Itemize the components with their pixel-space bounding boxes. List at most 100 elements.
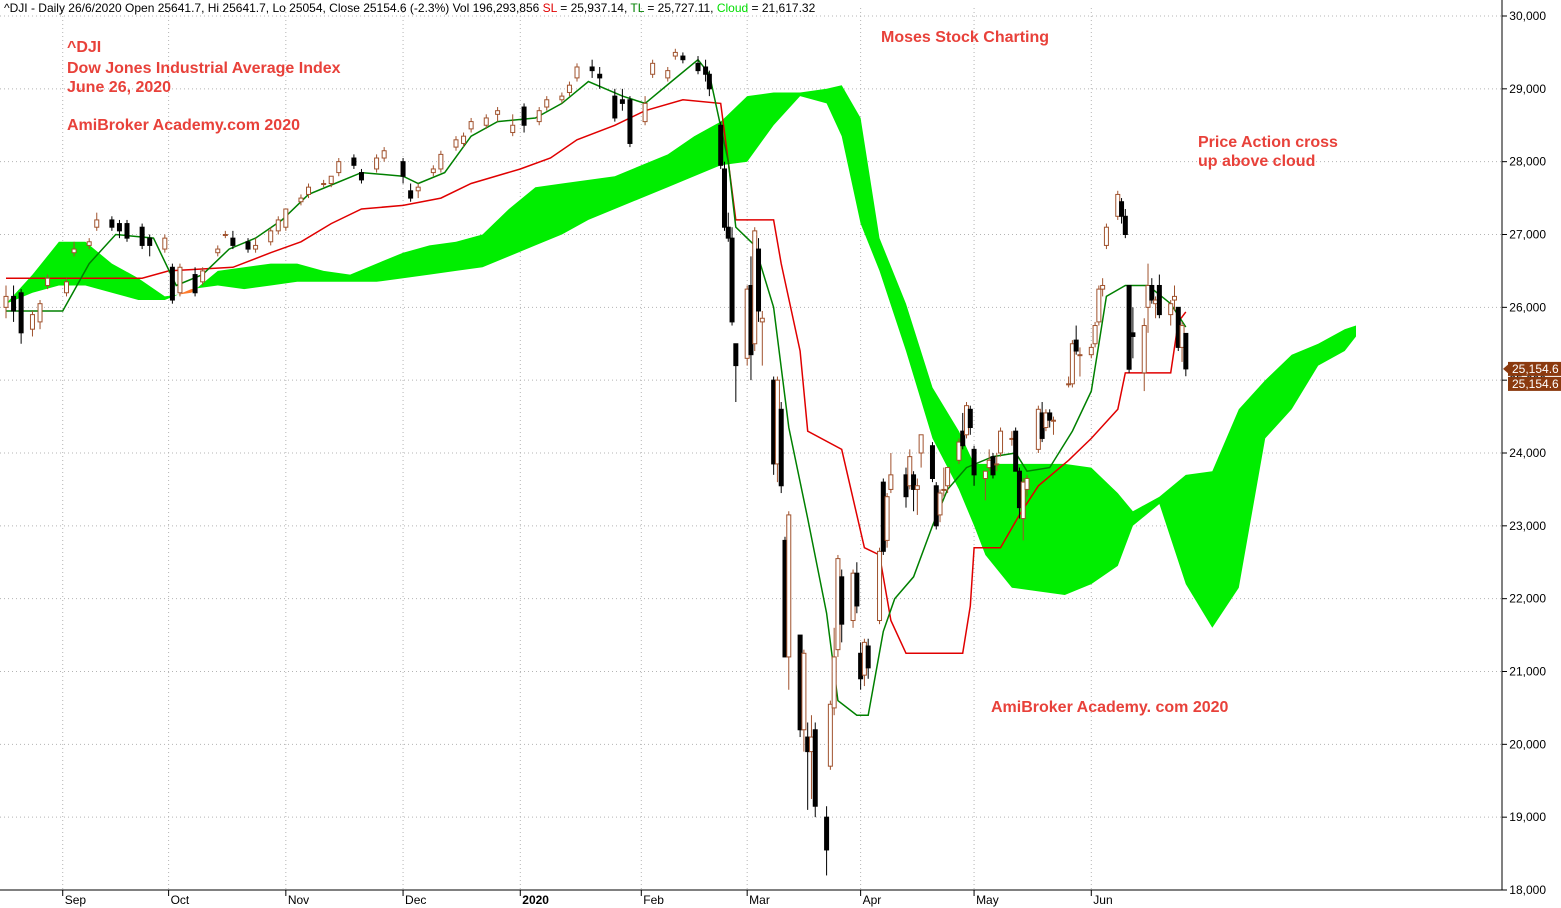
center-title: Moses Stock Charting bbox=[881, 29, 1049, 46]
candle-body-down bbox=[812, 729, 818, 807]
candle-body-down bbox=[627, 99, 633, 144]
candle bbox=[733, 343, 739, 403]
candle bbox=[695, 56, 701, 75]
candle-body-up bbox=[381, 150, 387, 159]
candle bbox=[1149, 278, 1155, 304]
candle-body-down bbox=[408, 190, 414, 199]
candle-body-up bbox=[430, 168, 436, 174]
candle bbox=[461, 132, 467, 148]
candle bbox=[914, 478, 920, 515]
candle-body-down bbox=[1119, 201, 1125, 217]
candle bbox=[672, 48, 678, 60]
candle bbox=[177, 263, 183, 297]
candle bbox=[536, 107, 542, 126]
axes bbox=[0, 0, 1503, 891]
candle bbox=[544, 96, 550, 111]
candle-body-down bbox=[854, 572, 860, 607]
candle bbox=[937, 489, 943, 523]
candle-body-up bbox=[994, 463, 1000, 466]
candle bbox=[884, 493, 890, 548]
candle bbox=[1077, 347, 1083, 377]
candle-body-down bbox=[351, 157, 357, 166]
candle-body-down bbox=[139, 226, 145, 246]
candle bbox=[597, 66, 603, 89]
candle-body-up bbox=[215, 248, 221, 254]
candle-body-up bbox=[914, 485, 920, 490]
candle bbox=[1088, 343, 1094, 359]
candle bbox=[215, 245, 221, 257]
note-line-2: up above cloud bbox=[1198, 153, 1315, 170]
candle bbox=[911, 471, 917, 512]
candle-body-up bbox=[672, 51, 678, 57]
candle bbox=[703, 59, 709, 82]
candle-body-up bbox=[1103, 226, 1109, 246]
candle-body-down bbox=[680, 55, 686, 61]
candle bbox=[759, 310, 765, 366]
candle bbox=[1103, 223, 1109, 250]
candle bbox=[831, 627, 837, 716]
candle-body-down bbox=[706, 73, 712, 90]
candle-body-up bbox=[574, 66, 580, 79]
price-tag-1-label: 25,154.6 bbox=[1512, 362, 1559, 376]
candle-body-up bbox=[495, 110, 501, 115]
candle-body-up bbox=[1092, 325, 1098, 345]
candle-body-up bbox=[71, 248, 77, 254]
candle bbox=[116, 219, 122, 239]
candle bbox=[1156, 274, 1162, 319]
candle-body-down bbox=[1073, 339, 1079, 352]
candle-body-down bbox=[718, 124, 724, 166]
candle bbox=[665, 66, 671, 82]
candle-body-up bbox=[321, 183, 327, 186]
candle-body-down bbox=[589, 66, 595, 72]
candle-body-down bbox=[147, 237, 153, 246]
candle-body-down bbox=[733, 343, 739, 367]
candle-body-up bbox=[642, 102, 648, 123]
y-tick-label: 27,000 bbox=[1509, 228, 1546, 242]
candle bbox=[1024, 474, 1030, 497]
candle bbox=[64, 278, 70, 297]
candle bbox=[998, 427, 1004, 457]
candle bbox=[415, 183, 421, 199]
candle bbox=[559, 92, 565, 104]
candle bbox=[358, 168, 364, 184]
candle bbox=[865, 638, 871, 679]
candle-body-up bbox=[1100, 284, 1106, 290]
candle bbox=[169, 263, 175, 304]
candle bbox=[812, 722, 818, 818]
candle bbox=[1126, 284, 1132, 373]
candle-body-up bbox=[937, 492, 943, 516]
cloud-bearish-segment bbox=[178, 288, 197, 295]
candle bbox=[627, 96, 633, 148]
price-tags: 25,154.6 25,154.6 bbox=[1503, 361, 1561, 391]
candle-body-up bbox=[3, 295, 9, 308]
candle-body-down bbox=[358, 172, 364, 181]
candle-body-up bbox=[1171, 295, 1177, 301]
candle-body-up bbox=[94, 219, 100, 228]
candle bbox=[971, 445, 977, 486]
candle bbox=[786, 511, 792, 690]
candle bbox=[408, 183, 414, 202]
y-tick-label: 29,000 bbox=[1509, 82, 1546, 96]
candle-body-up bbox=[438, 153, 444, 170]
x-tick-label: Sep bbox=[65, 893, 87, 907]
candle-body-up bbox=[483, 117, 489, 126]
y-tick-labels: 18,000 19,000 20,000 21,000 22,000 23,000 24,0… bbox=[1502, 9, 1546, 897]
candle bbox=[854, 562, 860, 614]
candle bbox=[907, 449, 913, 490]
candle bbox=[109, 216, 115, 231]
candle-body-down bbox=[1156, 284, 1162, 316]
candle bbox=[468, 117, 474, 133]
candle-body-up bbox=[298, 197, 304, 203]
candle bbox=[888, 453, 894, 494]
candle-body-up bbox=[461, 135, 467, 144]
x-tick-label: Feb bbox=[643, 893, 664, 907]
candle bbox=[827, 700, 833, 770]
candle bbox=[483, 114, 489, 129]
candle bbox=[162, 234, 168, 253]
candle-body-down bbox=[1149, 284, 1155, 301]
candle-body-up bbox=[306, 186, 312, 195]
x-tick-label: May bbox=[976, 893, 999, 907]
price-tag-2-label: 25,154.6 bbox=[1512, 377, 1559, 391]
candle-body-up bbox=[283, 208, 289, 228]
candle bbox=[37, 300, 43, 330]
